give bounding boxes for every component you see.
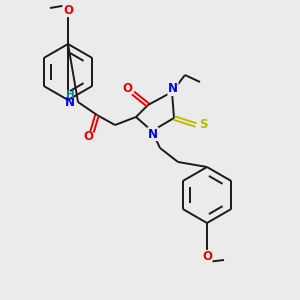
Text: O: O	[63, 4, 73, 16]
Text: O: O	[83, 130, 93, 143]
Text: O: O	[122, 82, 132, 95]
Text: N: N	[148, 128, 158, 140]
Text: O: O	[202, 250, 212, 263]
Text: S: S	[199, 118, 207, 131]
Text: H: H	[66, 90, 74, 100]
Text: N: N	[168, 82, 178, 95]
Text: N: N	[65, 95, 75, 109]
